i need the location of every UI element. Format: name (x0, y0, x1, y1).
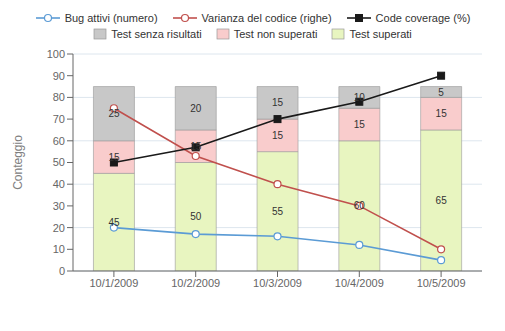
svg-text:55: 55 (272, 206, 284, 217)
svg-text:60: 60 (53, 135, 65, 147)
svg-text:45: 45 (108, 217, 120, 228)
svg-text:10/3/2009: 10/3/2009 (253, 277, 302, 289)
svg-text:Conteggio: Conteggio (11, 135, 25, 190)
svg-text:40: 40 (53, 178, 65, 190)
svg-text:15: 15 (108, 152, 120, 163)
svg-text:70: 70 (53, 113, 65, 125)
svg-text:65: 65 (436, 195, 448, 206)
svg-text:15: 15 (272, 97, 284, 108)
svg-text:20: 20 (190, 103, 202, 114)
svg-text:80: 80 (53, 91, 65, 103)
svg-text:50: 50 (190, 211, 202, 222)
svg-text:10/2/2009: 10/2/2009 (171, 277, 220, 289)
svg-text:60: 60 (354, 200, 366, 211)
svg-text:5: 5 (438, 87, 444, 98)
html-text:Code coverage (%): Code coverage (%) (375, 12, 471, 24)
html-text:Varianza del codice (righe): Varianza del codice (righe) (201, 12, 332, 24)
html-text:Test non superati: Test non superati (233, 28, 318, 40)
svg-text:100: 100 (47, 48, 65, 60)
svg-text:0: 0 (59, 265, 65, 277)
svg-text:10: 10 (354, 92, 366, 103)
svg-text:10/4/2009: 10/4/2009 (335, 277, 384, 289)
svg-text:10: 10 (53, 243, 65, 255)
svg-text:10/5/2009: 10/5/2009 (417, 277, 466, 289)
html-text:Bug attivi (numero): Bug attivi (numero) (64, 12, 158, 24)
svg-text:30: 30 (53, 200, 65, 212)
svg-text:10/1/2009: 10/1/2009 (89, 277, 138, 289)
svg-text:15: 15 (272, 130, 284, 141)
html-text:Test superati: Test superati (349, 28, 412, 40)
svg-text:90: 90 (53, 70, 65, 82)
svg-text:15: 15 (190, 141, 202, 152)
svg-text:15: 15 (354, 119, 366, 130)
svg-text:25: 25 (108, 108, 120, 119)
svg-text:50: 50 (53, 156, 65, 168)
svg-text:20: 20 (53, 222, 65, 234)
html-text:Test senza risultati: Test senza risultati (111, 28, 202, 40)
svg-text:15: 15 (436, 108, 448, 119)
